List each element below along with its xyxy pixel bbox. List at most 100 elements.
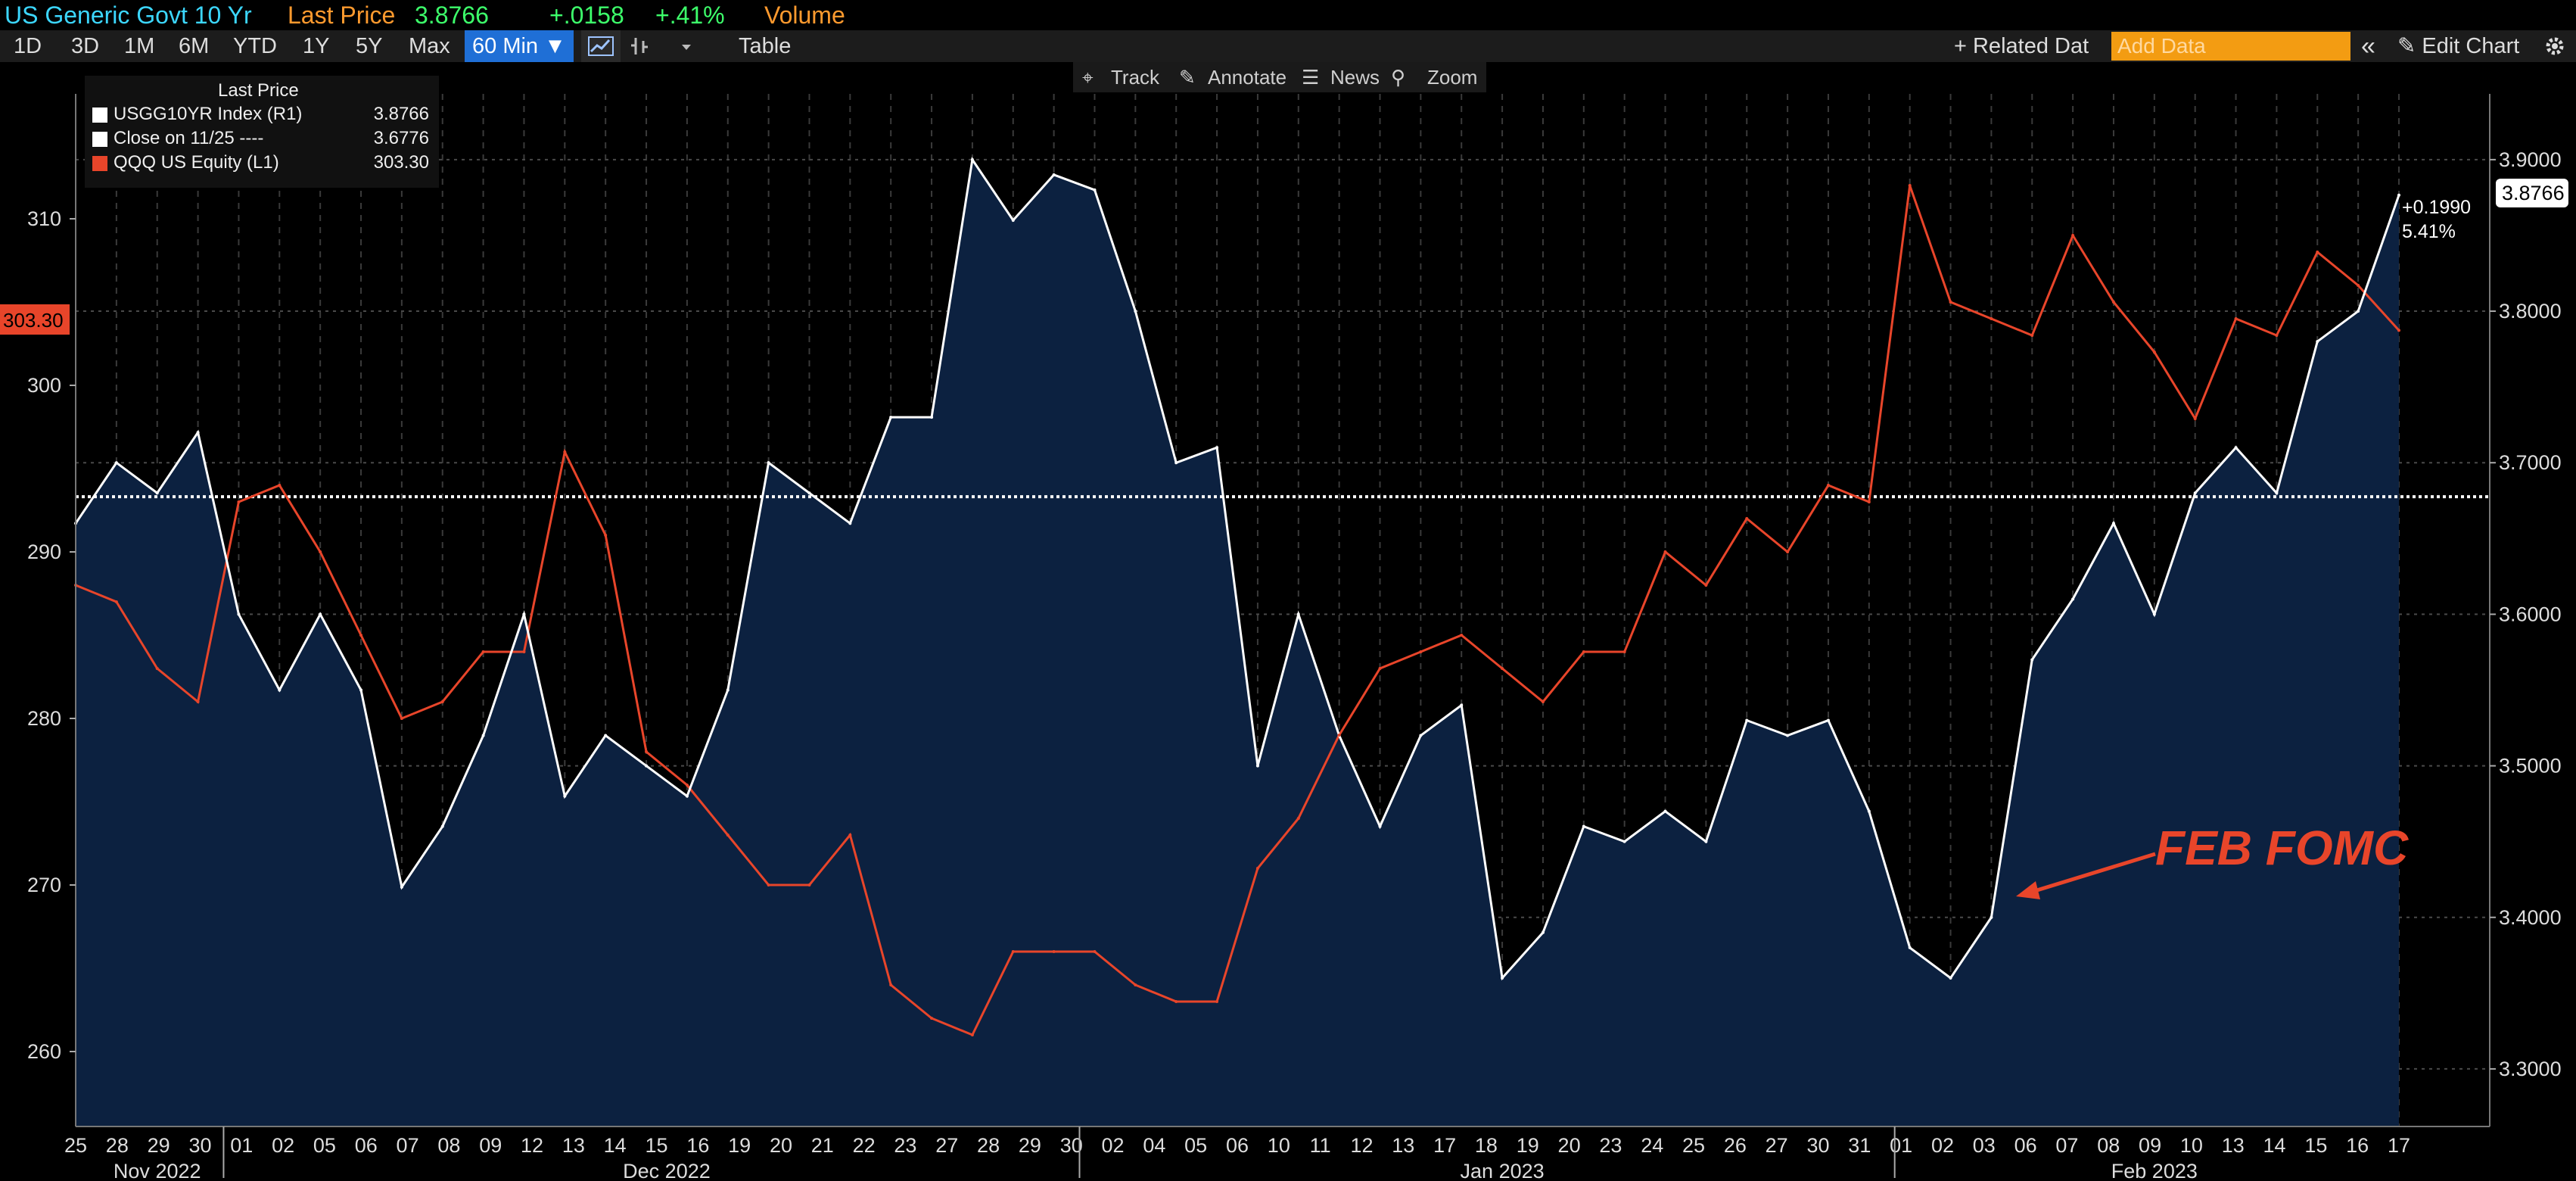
x-tick-label: 20 [770, 1134, 792, 1157]
qqq-last-tag: 303.30 [3, 309, 64, 332]
qqq-point [930, 1017, 934, 1020]
yield-point [1052, 173, 1056, 176]
x-tick-label: 21 [811, 1134, 834, 1157]
qqq-point [726, 834, 730, 837]
news-button[interactable]: News [1330, 66, 1380, 89]
x-tick-label: 28 [977, 1134, 1000, 1157]
x-tick-label: 25 [64, 1134, 87, 1157]
qqq-point [1215, 1000, 1219, 1003]
security-name[interactable]: US Generic Govt 10 Yr [5, 2, 252, 29]
qqq-point [1541, 700, 1545, 703]
zoom-button[interactable]: Zoom [1427, 66, 1478, 89]
left-tick-label: 270 [27, 874, 61, 896]
edit-chart-button[interactable]: ✎ Edit Chart [2397, 34, 2520, 58]
qqq-point [1460, 634, 1464, 637]
range-max-button[interactable]: Max [409, 34, 450, 58]
chart-type-dropdown-icon[interactable] [675, 30, 698, 62]
qqq-point [767, 883, 770, 887]
qqq-point [1622, 650, 1626, 653]
yield-point [440, 824, 444, 828]
x-tick-label: 11 [1310, 1134, 1331, 1157]
yield-point [807, 491, 811, 495]
yield-point [2275, 491, 2279, 495]
yield-point [237, 612, 241, 616]
yield-point [1134, 310, 1137, 313]
yield-point [848, 522, 852, 525]
annotate-button[interactable]: Annotate [1208, 66, 1287, 89]
range-1m-button[interactable]: 1M [124, 34, 155, 58]
range-5y-button[interactable]: 5Y [356, 34, 383, 58]
range-1d-button[interactable]: 1D [14, 34, 42, 58]
yield-point [359, 688, 363, 692]
qqq-point [359, 634, 363, 637]
yield-point [604, 734, 608, 737]
x-tick-label: 14 [604, 1134, 627, 1157]
yield-point [400, 885, 403, 889]
qqq-point [1296, 817, 1300, 820]
last-price-label: Last Price [288, 2, 396, 29]
bar-type-icon[interactable] [625, 30, 655, 62]
yield-point [2316, 340, 2319, 344]
qqq-point [2030, 334, 2034, 337]
yield-point [1745, 718, 1749, 722]
add-data-input[interactable]: Add Data [2111, 32, 2350, 61]
table-button[interactable]: Table [739, 34, 792, 58]
interval-select[interactable]: 60 Min ▼ [465, 30, 574, 62]
qqq-point [196, 700, 200, 703]
pencil-icon[interactable]: ✎ [1179, 66, 1196, 89]
news-list-icon[interactable]: ☰ [1302, 66, 1320, 89]
left-tick-label: 310 [27, 207, 61, 230]
x-tick-label: 23 [894, 1134, 916, 1157]
yield-point [278, 688, 282, 692]
qqq-point [522, 650, 526, 653]
x-tick-label: 28 [106, 1134, 129, 1157]
yield-series-line [74, 156, 2400, 981]
line-chart-icon[interactable] [581, 30, 621, 62]
right-tick-label: 3.3000 [2499, 1058, 2562, 1080]
pct-change: +.41% [655, 2, 725, 29]
range-ytd-button[interactable]: YTD [233, 34, 277, 58]
yield-point [1419, 734, 1423, 737]
crosshair-icon[interactable]: ⌖ [1082, 66, 1094, 89]
range-1y-button[interactable]: 1Y [303, 34, 330, 58]
legend-row-qqq[interactable]: QQQ US Equity (L1) 303.30 [92, 151, 437, 174]
last-price-value: 3.8766 [415, 2, 489, 29]
yield-last-tag-bg [2496, 179, 2568, 207]
yield-point [1786, 734, 1790, 737]
yield-point [2193, 491, 2197, 495]
track-button[interactable]: Track [1111, 66, 1160, 89]
range-6m-button[interactable]: 6M [179, 34, 210, 58]
qqq-point [1134, 983, 1137, 986]
qqq-point [1011, 950, 1015, 953]
yield-point [1460, 703, 1464, 707]
qqq-point [2397, 329, 2400, 332]
yield-point [1541, 930, 1545, 934]
x-tick-label: 01 [1890, 1134, 1912, 1157]
yield-change-since-close: +0.1990 [2402, 197, 2471, 218]
legend-row-yield[interactable]: USGG10YR Index (R1) 3.8766 [92, 103, 437, 126]
qqq-point [1990, 317, 1993, 320]
volume-toggle[interactable]: Volume [764, 2, 845, 29]
yield-point [155, 491, 159, 495]
fomc-arrow-line [2021, 852, 2156, 897]
x-tick-label: 19 [1517, 1134, 1539, 1157]
yield-point [726, 688, 730, 692]
x-tick-label: 06 [1226, 1134, 1249, 1157]
yield-point [563, 794, 567, 798]
yield-point [2111, 522, 2115, 525]
qqq-point [1745, 517, 1749, 520]
qqq-point [1826, 484, 1830, 487]
legend-row-close[interactable]: Close on 11/25 ---- 3.6776 [92, 127, 437, 150]
x-tick-label: 02 [1931, 1134, 1954, 1157]
related-data-button[interactable]: + Related Dat [1954, 34, 2089, 58]
x-tick-label: 05 [313, 1134, 336, 1157]
collapse-icon[interactable]: « [2361, 32, 2375, 61]
gear-icon[interactable] [2540, 30, 2570, 62]
range-3d-button[interactable]: 3D [71, 34, 100, 58]
yield-point [481, 734, 485, 737]
x-month-label: Dec 2022 [623, 1160, 711, 1181]
x-tick-label: 03 [1973, 1134, 1996, 1157]
x-tick-label: 02 [1102, 1134, 1125, 1157]
zoom-icon[interactable]: ⚲ [1391, 66, 1406, 89]
